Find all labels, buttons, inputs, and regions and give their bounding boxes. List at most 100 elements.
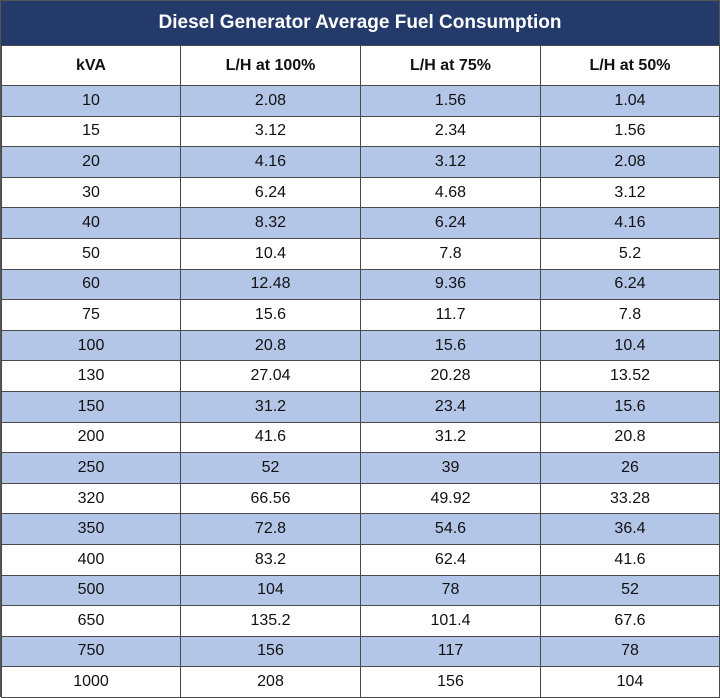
cell-lh-100: 3.12 — [180, 115, 361, 148]
cell-lh-75: 1.56 — [360, 85, 541, 117]
cell-lh-50: 15.6 — [540, 390, 720, 423]
table-row: 15 3.12 2.34 1.56 — [1, 115, 720, 148]
cell-lh-50: 104 — [540, 666, 720, 698]
cell-kva: 500 — [1, 574, 181, 607]
cell-lh-75: 101.4 — [360, 605, 541, 637]
cell-lh-75: 62.4 — [360, 543, 541, 576]
column-header-lh-75: L/H at 75% — [360, 45, 541, 86]
cell-kva: 40 — [1, 207, 181, 239]
cell-lh-75: 20.28 — [360, 360, 541, 392]
cell-lh-50: 13.52 — [540, 360, 720, 392]
table-row: 60 12.48 9.36 6.24 — [1, 268, 720, 301]
cell-lh-100: 83.2 — [180, 543, 361, 576]
cell-kva: 75 — [1, 299, 181, 331]
cell-lh-50: 7.8 — [540, 299, 720, 331]
cell-lh-75: 6.24 — [360, 207, 541, 239]
cell-lh-100: 8.32 — [180, 207, 361, 239]
cell-lh-50: 67.6 — [540, 605, 720, 637]
table-row: 400 83.2 62.4 41.6 — [1, 543, 720, 576]
cell-kva: 10 — [1, 85, 181, 117]
cell-lh-100: 6.24 — [180, 176, 361, 209]
cell-kva: 130 — [1, 360, 181, 392]
cell-kva: 320 — [1, 482, 181, 515]
cell-lh-75: 4.68 — [360, 176, 541, 209]
cell-lh-100: 12.48 — [180, 268, 361, 301]
cell-lh-100: 10.4 — [180, 237, 361, 270]
cell-lh-50: 33.28 — [540, 482, 720, 515]
cell-lh-50: 4.16 — [540, 207, 720, 239]
cell-lh-100: 52 — [180, 452, 361, 484]
cell-lh-50: 52 — [540, 574, 720, 607]
cell-lh-50: 1.04 — [540, 85, 720, 117]
cell-kva: 750 — [1, 635, 181, 668]
table-row: 30 6.24 4.68 3.12 — [1, 176, 720, 209]
cell-lh-75: 156 — [360, 666, 541, 698]
cell-lh-50: 3.12 — [540, 176, 720, 209]
table-title: Diesel Generator Average Fuel Consumptio… — [1, 1, 719, 45]
column-header-lh-50: L/H at 50% — [540, 45, 720, 86]
cell-lh-100: 20.8 — [180, 329, 361, 362]
table-row: 75 15.6 11.7 7.8 — [1, 299, 720, 331]
cell-kva: 400 — [1, 543, 181, 576]
cell-lh-100: 4.16 — [180, 146, 361, 178]
fuel-consumption-table: kVA L/H at 100% L/H at 75% L/H at 50% 10… — [1, 45, 720, 698]
column-header-kva: kVA — [1, 45, 181, 86]
cell-lh-75: 39 — [360, 452, 541, 484]
cell-lh-100: 208 — [180, 666, 361, 698]
table-row: 150 31.2 23.4 15.6 — [1, 390, 720, 423]
cell-lh-75: 11.7 — [360, 299, 541, 331]
cell-lh-50: 41.6 — [540, 543, 720, 576]
cell-kva: 650 — [1, 605, 181, 637]
cell-kva: 50 — [1, 237, 181, 270]
cell-lh-100: 72.8 — [180, 513, 361, 545]
cell-lh-75: 117 — [360, 635, 541, 668]
header-row: kVA L/H at 100% L/H at 75% L/H at 50% — [1, 45, 720, 86]
cell-kva: 350 — [1, 513, 181, 545]
cell-kva: 200 — [1, 421, 181, 454]
table-body: 10 2.08 1.56 1.04 15 3.12 2.34 1.56 20 4.16 3.12 2.… — [1, 85, 720, 698]
cell-lh-75: 2.34 — [360, 115, 541, 148]
cell-lh-75: 31.2 — [360, 421, 541, 454]
cell-lh-50: 20.8 — [540, 421, 720, 454]
table-row: 50 10.4 7.8 5.2 — [1, 237, 720, 270]
cell-lh-100: 66.56 — [180, 482, 361, 515]
cell-lh-75: 78 — [360, 574, 541, 607]
cell-lh-100: 27.04 — [180, 360, 361, 392]
cell-lh-50: 26 — [540, 452, 720, 484]
cell-kva: 20 — [1, 146, 181, 178]
table-row: 10 2.08 1.56 1.04 — [1, 85, 720, 117]
cell-lh-100: 31.2 — [180, 390, 361, 423]
table-row: 350 72.8 54.6 36.4 — [1, 513, 720, 545]
table-row: 250 52 39 26 — [1, 452, 720, 484]
cell-lh-50: 6.24 — [540, 268, 720, 301]
cell-kva: 150 — [1, 390, 181, 423]
cell-lh-100: 15.6 — [180, 299, 361, 331]
cell-kva: 15 — [1, 115, 181, 148]
cell-kva: 1000 — [1, 666, 181, 698]
cell-kva: 60 — [1, 268, 181, 301]
table-row: 750 156 117 78 — [1, 635, 720, 668]
cell-lh-75: 9.36 — [360, 268, 541, 301]
table-row: 100 20.8 15.6 10.4 — [1, 329, 720, 362]
table-row: 200 41.6 31.2 20.8 — [1, 421, 720, 454]
cell-lh-50: 10.4 — [540, 329, 720, 362]
cell-lh-75: 7.8 — [360, 237, 541, 270]
cell-kva: 30 — [1, 176, 181, 209]
cell-lh-75: 23.4 — [360, 390, 541, 423]
cell-lh-50: 1.56 — [540, 115, 720, 148]
cell-lh-50: 78 — [540, 635, 720, 668]
cell-lh-100: 2.08 — [180, 85, 361, 117]
table-row: 650 135.2 101.4 67.6 — [1, 605, 720, 637]
cell-lh-100: 135.2 — [180, 605, 361, 637]
cell-lh-100: 104 — [180, 574, 361, 607]
table-row: 130 27.04 20.28 13.52 — [1, 360, 720, 392]
cell-lh-50: 2.08 — [540, 146, 720, 178]
cell-lh-50: 5.2 — [540, 237, 720, 270]
table-row: 20 4.16 3.12 2.08 — [1, 146, 720, 178]
table-row: 320 66.56 49.92 33.28 — [1, 482, 720, 515]
cell-lh-75: 54.6 — [360, 513, 541, 545]
cell-lh-100: 156 — [180, 635, 361, 668]
table-row: 500 104 78 52 — [1, 574, 720, 607]
table-row: 1000 208 156 104 — [1, 666, 720, 698]
